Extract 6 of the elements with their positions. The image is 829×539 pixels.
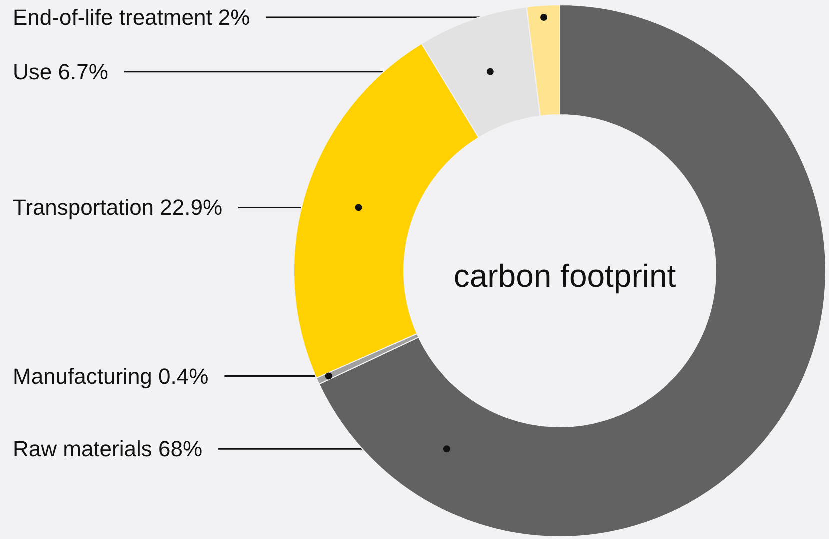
slice-label: Manufacturing 0.4% [13,364,209,389]
slice-label: Raw materials 68% [13,436,203,462]
text: carbon footprint [454,258,676,294]
slice-label: End-of-life treatment 2% [13,5,250,30]
slice-label: Use 6.7% [13,59,108,84]
slice-label: Transportation 22.9% [13,195,223,220]
